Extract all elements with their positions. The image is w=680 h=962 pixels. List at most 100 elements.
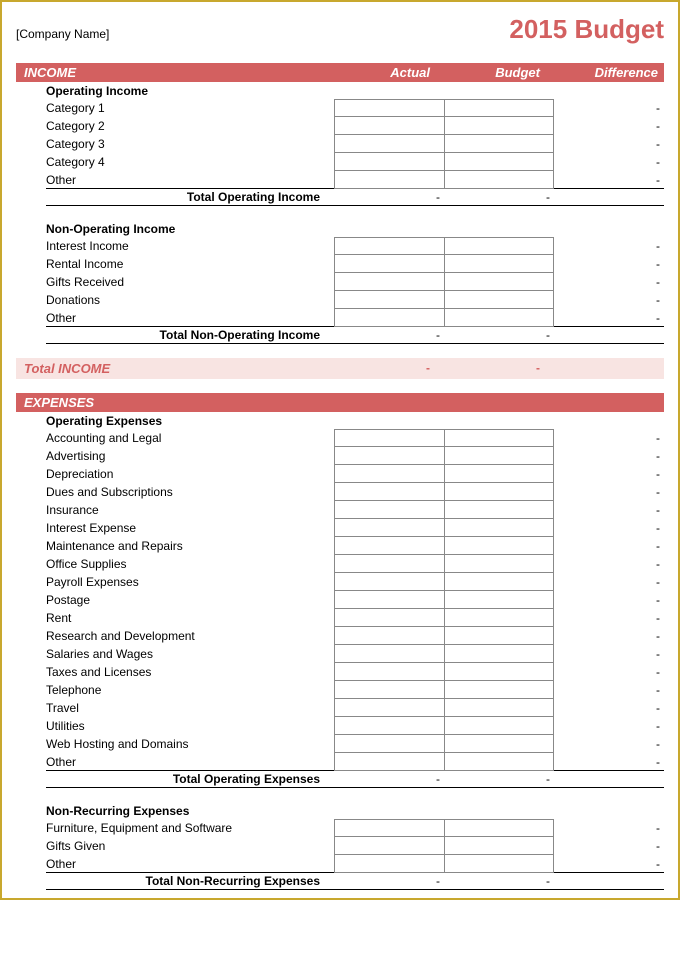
cell-actual[interactable] [334,627,444,645]
table-row: Taxes and Licenses- [46,663,664,681]
cell-budget[interactable] [444,645,554,663]
table-row: Salaries and Wages- [46,645,664,663]
cell-actual[interactable] [334,447,444,465]
cell-budget[interactable] [444,819,554,837]
cell-budget[interactable] [444,555,554,573]
cell-difference: - [554,663,664,681]
table-row: Other- [46,309,664,327]
cell-budget[interactable] [444,255,554,273]
cell-actual[interactable] [334,681,444,699]
cell-budget[interactable] [444,837,554,855]
cell-actual[interactable] [334,837,444,855]
cell-actual[interactable] [334,753,444,771]
band-label: INCOME [24,65,330,80]
table-row: Other- [46,855,664,873]
cell-actual[interactable] [334,291,444,309]
cell-budget[interactable] [444,699,554,717]
cell-actual[interactable] [334,855,444,873]
cell-budget[interactable] [444,273,554,291]
cell-budget[interactable] [444,855,554,873]
cell-actual[interactable] [334,573,444,591]
cell-budget[interactable] [444,627,554,645]
cell-actual[interactable] [334,663,444,681]
cell-budget[interactable] [444,309,554,327]
col-actual: Actual [330,65,440,80]
cell-actual[interactable] [334,717,444,735]
cell-actual[interactable] [334,273,444,291]
cell-actual[interactable] [334,429,444,447]
cell-actual[interactable] [334,735,444,753]
cell-actual[interactable] [334,135,444,153]
row-label: Other [46,855,334,873]
cell-actual[interactable] [334,99,444,117]
cell-difference: - [554,135,664,153]
cell-difference: - [554,273,664,291]
cell-budget[interactable] [444,519,554,537]
cell-budget[interactable] [444,465,554,483]
cell-budget[interactable] [444,117,554,135]
cell-difference: - [554,153,664,171]
cell-budget[interactable] [444,609,554,627]
cell-actual[interactable] [334,591,444,609]
table-row: Interest Income- [46,237,664,255]
table-row: Dues and Subscriptions- [46,483,664,501]
table-row: Accounting and Legal- [46,429,664,447]
cell-actual[interactable] [334,237,444,255]
cell-budget[interactable] [444,171,554,189]
cell-budget[interactable] [444,135,554,153]
expenses-section: Operating Expenses Accounting and Legal-… [16,412,664,890]
cell-difference: - [554,837,664,855]
cell-actual[interactable] [334,537,444,555]
table-row: Donations- [46,291,664,309]
cell-actual[interactable] [334,609,444,627]
cell-actual[interactable] [334,519,444,537]
row-label: Furniture, Equipment and Software [46,819,334,837]
cell-actual[interactable] [334,255,444,273]
cell-budget[interactable] [444,717,554,735]
total-budget: - [440,361,550,376]
cell-budget[interactable] [444,237,554,255]
cell-budget[interactable] [444,591,554,609]
table-row: Office Supplies- [46,555,664,573]
row-label: Dues and Subscriptions [46,483,334,501]
row-label: Maintenance and Repairs [46,537,334,555]
cell-budget[interactable] [444,99,554,117]
cell-actual[interactable] [334,153,444,171]
table-row: Maintenance and Repairs- [46,537,664,555]
row-label: Other [46,309,334,327]
cell-budget[interactable] [444,501,554,519]
cell-actual[interactable] [334,483,444,501]
cell-actual[interactable] [334,309,444,327]
cell-budget[interactable] [444,573,554,591]
non-operating-income-subtotal: Total Non-Operating Income - - [46,326,664,344]
cell-actual[interactable] [334,645,444,663]
cell-actual[interactable] [334,555,444,573]
cell-actual[interactable] [334,819,444,837]
cell-difference: - [554,465,664,483]
cell-budget[interactable] [444,753,554,771]
income-band: INCOME Actual Budget Difference [16,63,664,82]
row-label: Category 4 [46,153,334,171]
cell-budget[interactable] [444,483,554,501]
total-income-band: Total INCOME - - [16,358,664,379]
cell-actual[interactable] [334,501,444,519]
cell-budget[interactable] [444,681,554,699]
cell-actual[interactable] [334,171,444,189]
cell-budget[interactable] [444,291,554,309]
cell-budget[interactable] [444,735,554,753]
cell-budget[interactable] [444,429,554,447]
cell-actual[interactable] [334,699,444,717]
total-difference [550,361,660,376]
cell-budget[interactable] [444,537,554,555]
row-label: Utilities [46,717,334,735]
cell-actual[interactable] [334,117,444,135]
operating-expenses-subtotal: Total Operating Expenses - - [46,770,664,788]
col-budget: Budget [440,65,550,80]
cell-actual[interactable] [334,465,444,483]
cell-budget[interactable] [444,447,554,465]
cell-budget[interactable] [444,153,554,171]
total-actual: - [330,361,440,376]
row-label: Payroll Expenses [46,573,334,591]
cell-budget[interactable] [444,663,554,681]
cell-difference: - [554,291,664,309]
